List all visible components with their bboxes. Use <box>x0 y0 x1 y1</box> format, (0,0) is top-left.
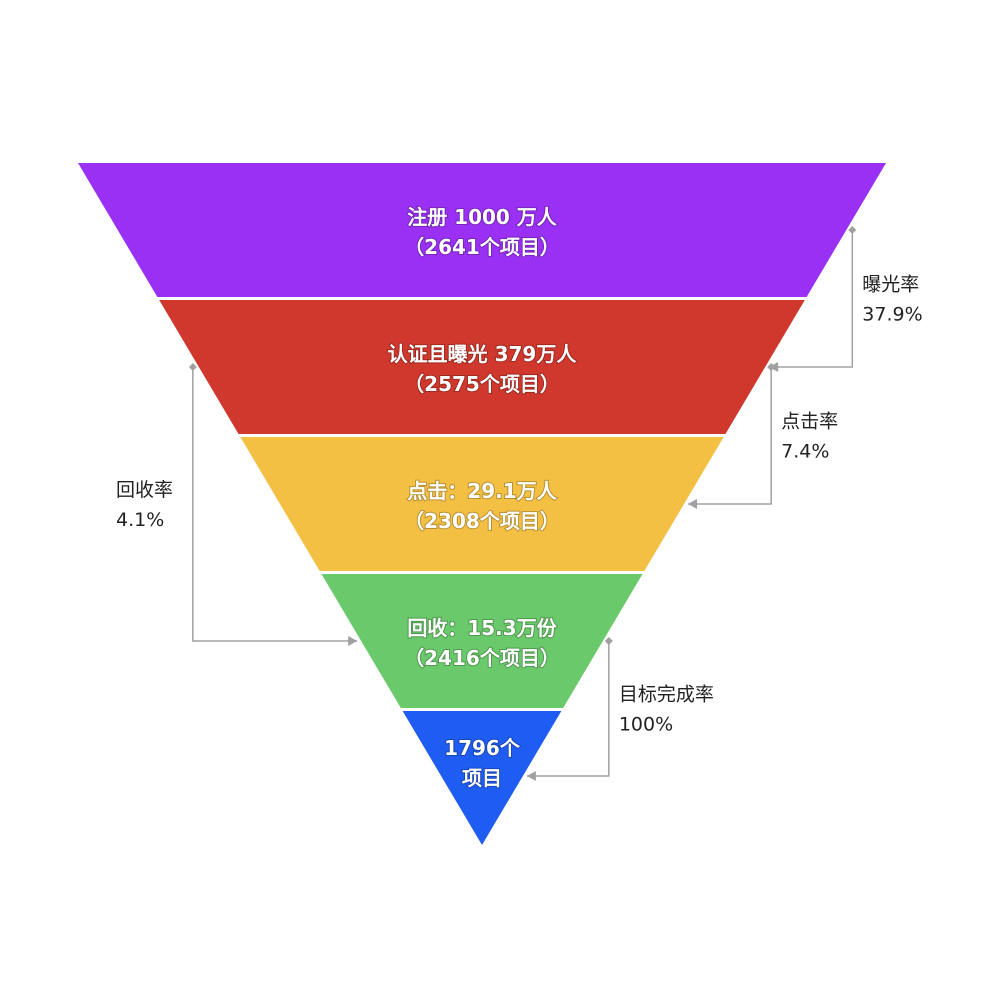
funnel-segment-2 <box>159 300 805 434</box>
conversion-4-name: 目标完成率 <box>619 684 714 706</box>
funnel-stage-3-sublabel: （2308个项目） <box>404 509 560 533</box>
conversion-2-name: 点击率 <box>781 411 838 433</box>
funnel-labels: 注册 1000 万人 （2641个项目） 认证且曝光 379万人 （2575个项目） 点… <box>116 204 923 791</box>
funnel-segments <box>78 163 886 845</box>
funnel-stage-4-label: 回收：15.3万份 <box>407 616 557 640</box>
conversion-2-arrow-icon <box>688 499 697 509</box>
conversion-2-connector <box>688 367 772 505</box>
conversion-4-connector <box>526 641 610 777</box>
conversion-4-value: 100% <box>619 714 673 736</box>
conversion-3-arrow-icon <box>348 636 358 646</box>
conversion-3-value: 4.1% <box>116 509 164 531</box>
funnel-stage-1-label: 注册 1000 万人 <box>407 205 558 229</box>
conversion-4-arrow-icon <box>526 771 536 781</box>
conversion-1-name: 曝光率 <box>862 274 919 296</box>
conversion-3-name: 回收率 <box>116 479 173 501</box>
funnel-stage-2-sublabel: （2575个项目） <box>404 372 560 396</box>
funnel-segment-5 <box>402 711 562 845</box>
funnel-segment-1 <box>78 163 886 297</box>
conversion-3-connector <box>192 367 358 642</box>
conversion-1-value: 37.9% <box>862 304 922 326</box>
funnel-segment-4 <box>321 574 643 708</box>
funnel-stage-5-sublabel: 项目 <box>462 766 502 790</box>
conversion-2-value: 7.4% <box>781 441 829 463</box>
funnel-stage-2-label: 认证且曝光 379万人 <box>388 342 578 366</box>
funnel-segment-3 <box>240 437 724 571</box>
funnel-stage-1-sublabel: （2641个项目） <box>404 235 560 259</box>
funnel-stage-5-label: 1796个 <box>444 736 521 760</box>
funnel-stage-3-label: 点击：29.1万人 <box>407 479 557 503</box>
conversion-connectors <box>188 226 857 781</box>
funnel-stage-4-sublabel: （2416个项目） <box>404 646 560 670</box>
conversion-1-connector <box>769 230 854 368</box>
